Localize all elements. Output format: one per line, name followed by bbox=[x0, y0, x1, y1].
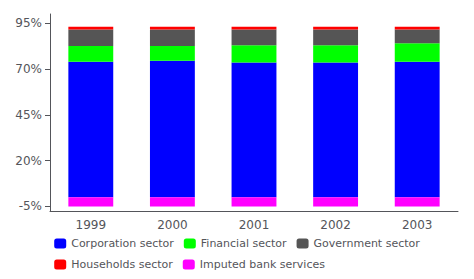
svg-text:70%: 70% bbox=[15, 62, 42, 76]
svg-text:Government sector: Government sector bbox=[314, 237, 421, 250]
svg-text:95%: 95% bbox=[15, 16, 42, 30]
svg-text:2002: 2002 bbox=[320, 218, 351, 232]
svg-text:20%: 20% bbox=[15, 154, 42, 168]
svg-text:Households sector: Households sector bbox=[71, 258, 173, 271]
svg-text:Financial sector: Financial sector bbox=[201, 237, 287, 250]
svg-text:2001: 2001 bbox=[239, 218, 270, 232]
svg-text:-5%: -5% bbox=[19, 199, 42, 213]
svg-text:Imputed bank services: Imputed bank services bbox=[200, 258, 325, 271]
svg-text:2000: 2000 bbox=[157, 218, 188, 232]
svg-text:2003: 2003 bbox=[402, 218, 433, 232]
svg-text:1999: 1999 bbox=[76, 218, 107, 232]
svg-text:Corporation sector: Corporation sector bbox=[71, 237, 174, 250]
svg-text:45%: 45% bbox=[15, 108, 42, 122]
